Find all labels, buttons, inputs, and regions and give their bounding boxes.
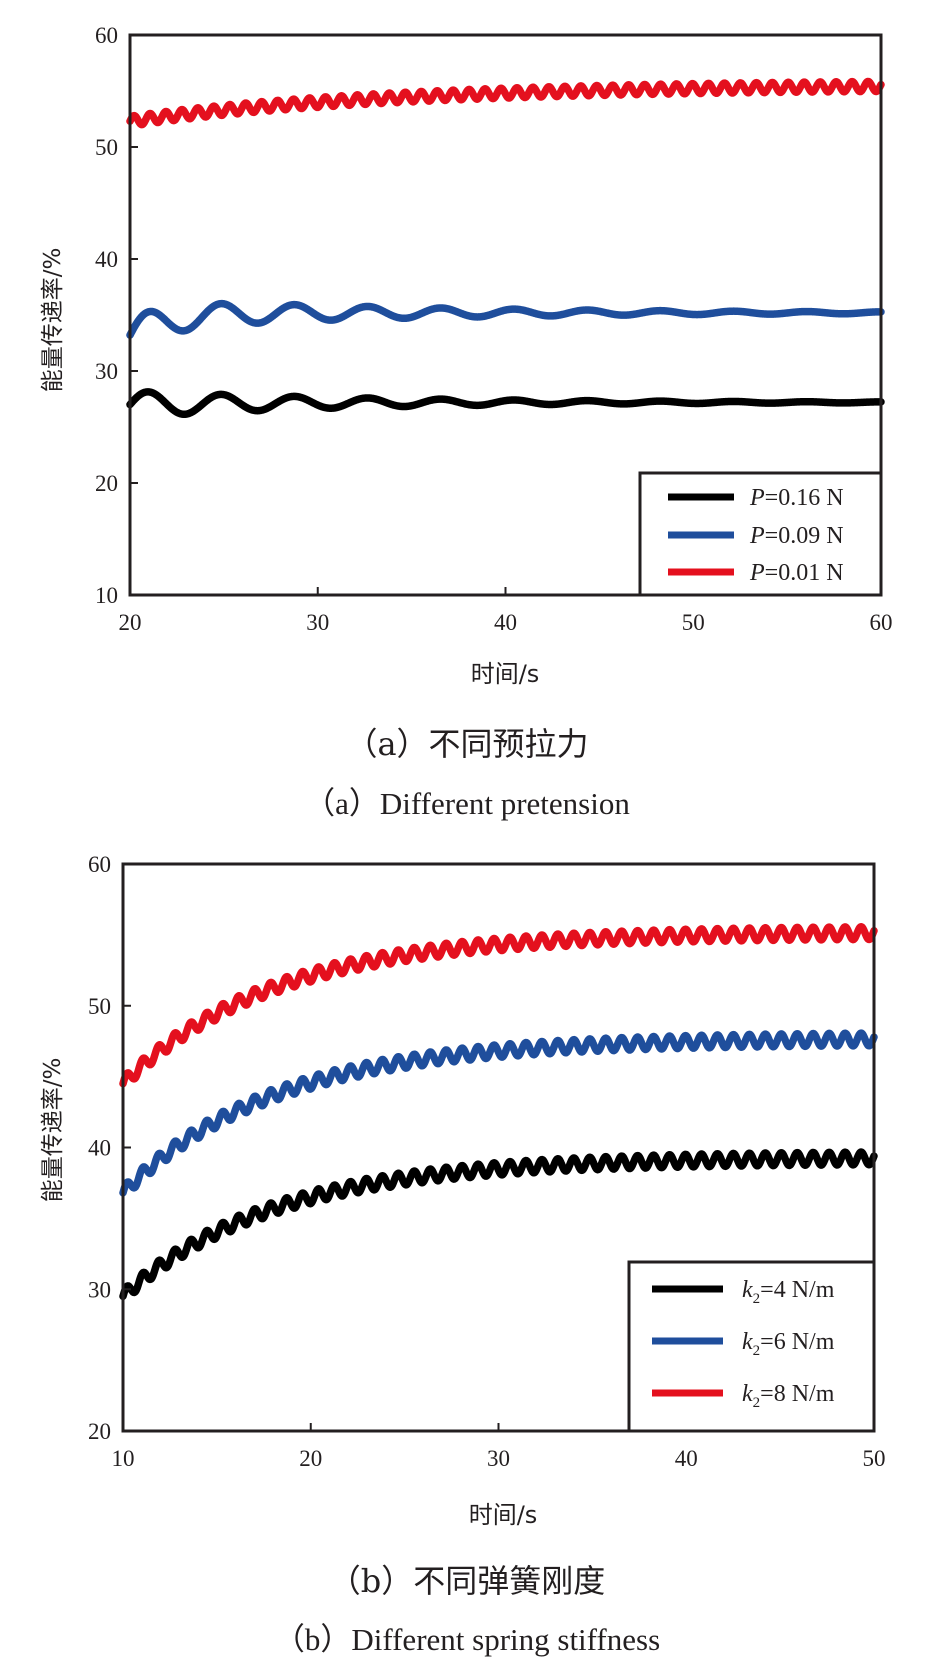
x-tick-label: 60 <box>870 610 893 635</box>
chart-a-xlabel: 时间/s <box>471 660 540 688</box>
chart-a-ylabel: 能量传递率/% <box>40 248 66 393</box>
chart-b-legend-label-0: k2=4 N/m <box>742 1277 835 1307</box>
y-tick-label: 50 <box>95 135 118 160</box>
chart-b-legend: k2=4 N/m k2=6 N/m k2=8 N/m <box>627 1260 876 1433</box>
series-line-k2=8 N/m <box>119 923 878 1088</box>
series-line-k2=4 N/m <box>119 1148 878 1301</box>
chart-a-legend-label-2: P=0.01 N <box>749 560 844 586</box>
y-tick-label: 60 <box>88 852 111 877</box>
series-line-P=0.16 N <box>126 388 885 419</box>
chart-b-y-ticks: 20 30 40 50 60 <box>88 852 131 1444</box>
series-line-P=0.09 N <box>126 299 885 339</box>
chart-a-legend-label-1: P=0.09 N <box>749 523 844 549</box>
chart-b-legend-label-1: k2=6 N/m <box>742 1329 835 1359</box>
x-tick-label: 50 <box>863 1446 886 1471</box>
y-tick-label: 20 <box>88 1419 111 1444</box>
chart-a-y-ticks: 10 20 30 40 50 60 <box>95 23 138 608</box>
x-tick-label: 20 <box>299 1446 322 1471</box>
y-tick-label: 30 <box>88 1277 111 1302</box>
chart-a-lines <box>126 77 885 419</box>
chart-b-ylabel: 能量传递率/% <box>40 1058 66 1203</box>
y-tick-label: 40 <box>95 247 118 272</box>
y-tick-label: 60 <box>95 23 118 48</box>
y-tick-label: 40 <box>88 1136 111 1161</box>
chart-b-lines <box>119 923 878 1301</box>
x-tick-label: 30 <box>306 610 329 635</box>
x-tick-label: 50 <box>682 610 705 635</box>
x-tick-label: 40 <box>675 1446 698 1471</box>
chart-b-xlabel: 时间/s <box>469 1501 538 1529</box>
series-line-P=0.01 N <box>126 77 885 129</box>
x-tick-label: 20 <box>119 610 142 635</box>
x-tick-label: 30 <box>487 1446 510 1471</box>
chart-a-legend: P=0.16 N P=0.09 N P=0.01 N <box>638 471 883 597</box>
chart-b-caption-cn: （b）不同弹簧刚度 <box>329 1562 606 1600</box>
series-line-k2=6 N/m <box>119 1029 878 1197</box>
chart-b-caption-en: （b）Different spring stiffness <box>274 1622 660 1657</box>
chart-a-caption-cn: （a）不同预拉力 <box>345 725 588 763</box>
y-tick-label: 50 <box>88 994 111 1019</box>
y-tick-label: 20 <box>95 471 118 496</box>
chart-b-legend-label-2: k2=8 N/m <box>742 1381 835 1411</box>
chart-a-legend-label-0: P=0.16 N <box>749 485 844 511</box>
x-tick-label: 40 <box>494 610 517 635</box>
y-tick-label: 10 <box>95 583 118 608</box>
y-tick-label: 30 <box>95 359 118 384</box>
chart-a-caption-en: （a）Different pretension <box>304 786 630 821</box>
x-tick-label: 10 <box>112 1446 135 1471</box>
